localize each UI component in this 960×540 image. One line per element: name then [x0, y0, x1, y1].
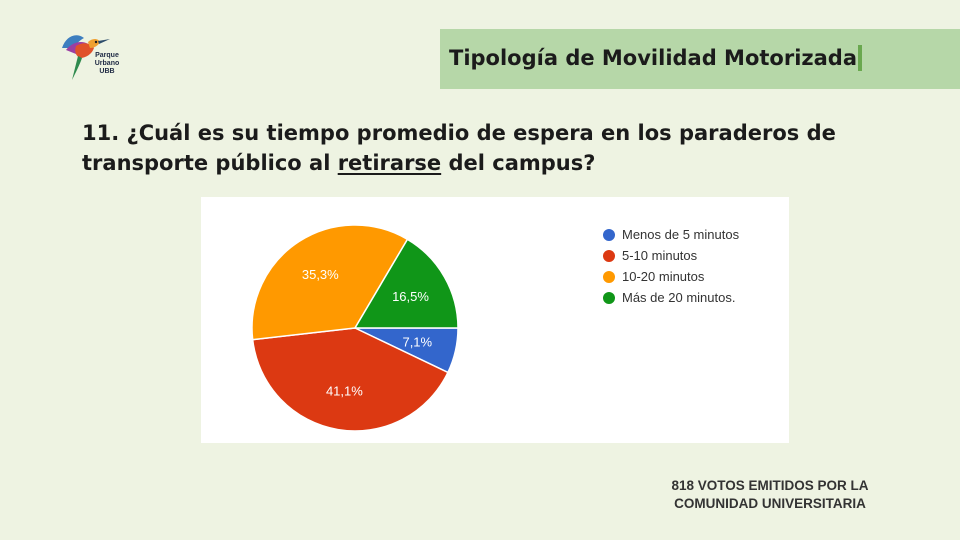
- header-banner: Tipología de Movilidad Motorizada: [440, 29, 960, 89]
- legend-item-menos-de-5-minutos: Menos de 5 minutos: [603, 224, 739, 245]
- pie-slice-mas-de-20-minutos: [353, 238, 459, 329]
- legend-swatch: [603, 228, 615, 241]
- pie-label-5-10-minutos: 41,1%: [326, 384, 363, 399]
- hummingbird-logo-icon: [62, 35, 110, 80]
- legend-label: Menos de 5 minutos: [622, 227, 740, 242]
- page-title: Tipología de Movilidad Motorizada: [449, 45, 863, 71]
- legend-label: 10-20 minutos: [622, 269, 705, 284]
- legend-swatch: [603, 270, 615, 283]
- logo-text: Parque Urbano UBB: [82, 52, 132, 76]
- pie-slice-10-20-minutos: [251, 224, 409, 341]
- legend-swatch: [603, 291, 615, 304]
- chart-legend: Menos de 5 minutos 5-10 minutos 10-20 minu…: [603, 224, 739, 308]
- question-emphasis: retirarse: [337, 151, 442, 175]
- legend-item-10-20-minutos: 10-20 minutos: [603, 266, 739, 287]
- legend-item-mas-de-20-minutos: Más de 20 minutos.: [603, 287, 739, 308]
- question-text: 11. ¿Cuál es su tiempo promedio de esper…: [82, 118, 842, 178]
- votes-caption: 818 VOTOS EMITIDOS POR LA COMUNIDAD UNIV…: [620, 477, 920, 513]
- logo-line-2: Urbano: [94, 60, 120, 67]
- pie-label-mas-de-20-minutos: 16,5%: [392, 289, 429, 304]
- pie-chart: 7,1% 41,1% 35,3% 16,5%: [251, 224, 459, 432]
- logo-line-3: UBB: [99, 68, 115, 75]
- votes-caption-line-1: 818 VOTOS EMITIDOS POR LA: [671, 478, 869, 493]
- logo-line-1: Parque: [95, 52, 119, 59]
- pie-label-menos-de-5-minutos: 7,1%: [402, 335, 432, 350]
- question-suffix: del campus?: [441, 151, 596, 175]
- legend-swatch: [603, 249, 615, 262]
- pie-slice-5-10-minutos: [251, 327, 449, 432]
- legend-item-5-10-minutos: 5-10 minutos: [603, 245, 739, 266]
- votes-caption-line-2: COMUNIDAD UNIVERSITARIA: [674, 496, 866, 511]
- legend-label: Más de 20 minutos.: [622, 290, 736, 305]
- page-title-text: Tipología de Movilidad Motorizada: [449, 46, 858, 70]
- text-cursor: [858, 45, 863, 71]
- pie-label-10-20-minutos: 35,3%: [302, 267, 339, 282]
- question-prefix: 11. ¿Cuál es su tiempo promedio de esper…: [82, 121, 836, 175]
- pie-chart-panel: 7,1% 41,1% 35,3% 16,5% Menos de 5 minutos 5-…: [201, 197, 789, 443]
- legend-label: 5-10 minutos: [622, 248, 698, 263]
